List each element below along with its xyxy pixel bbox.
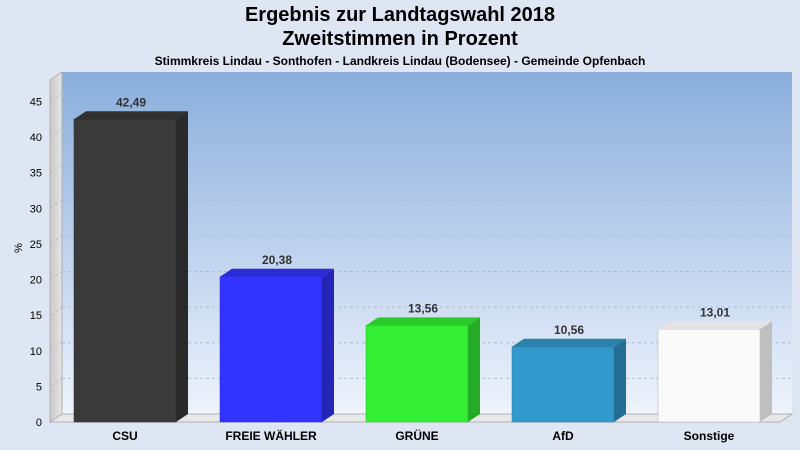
bar-freie-w-hler — [219, 276, 323, 423]
y-tick-label: 10 — [30, 346, 42, 358]
bar-top — [512, 338, 626, 347]
gridline-side — [49, 306, 63, 316]
y-tick-label: 45 — [30, 96, 42, 108]
gridline-side — [49, 92, 63, 102]
data-label: 13,01 — [700, 305, 730, 319]
y-tick-label: 0 — [36, 417, 42, 429]
y-tick-label: 25 — [30, 239, 42, 251]
y-tick-label: 15 — [30, 310, 42, 322]
chart-title: Ergebnis zur Landtagswahl 2018 — [244, 4, 556, 26]
gridline-side — [49, 199, 63, 209]
gridline-side — [49, 342, 63, 352]
data-label: 20,38 — [262, 253, 292, 267]
bar-afd — [511, 346, 615, 423]
gridline-side — [49, 377, 63, 387]
data-label: 10,56 — [554, 323, 584, 337]
bar-top — [74, 111, 188, 120]
bar-side — [176, 111, 188, 422]
bar-side — [614, 338, 626, 422]
y-tick-label: 20 — [30, 275, 42, 287]
plot-side-wall — [49, 71, 63, 423]
gridline-side — [49, 271, 63, 280]
y-axis-label: % — [13, 243, 25, 253]
x-tick-label: FREIE WÄHLER — [225, 428, 317, 443]
y-tick-label: 30 — [30, 203, 42, 215]
data-label: 13,56 — [408, 301, 438, 315]
gridline-side — [49, 164, 63, 174]
bar-sonstige — [657, 329, 761, 423]
data-label: 42,49 — [116, 95, 146, 109]
x-tick-label: CSU — [112, 429, 137, 443]
x-tick-label: AfD — [552, 429, 574, 443]
bar-gr-ne — [365, 325, 469, 423]
y-tick-label: 40 — [30, 132, 42, 144]
chart-caption: Stimmkreis Lindau - Sonthofen - Landkrei… — [154, 54, 646, 68]
bar-top — [658, 321, 772, 330]
bar-top — [220, 268, 334, 277]
chart-subtitle: Zweitstimmen in Prozent — [282, 28, 518, 50]
gridline-side — [49, 128, 63, 138]
x-tick-label: GRÜNE — [395, 428, 438, 443]
y-tick-label: 35 — [30, 168, 42, 180]
bar-side — [468, 317, 480, 422]
bar-csu — [73, 119, 177, 423]
bar-side — [322, 268, 334, 422]
bar-side — [760, 321, 772, 422]
y-tick-label: 5 — [36, 381, 42, 393]
x-tick-label: Sonstige — [684, 429, 735, 443]
bar-top — [366, 317, 480, 326]
gridline-side — [49, 235, 63, 245]
